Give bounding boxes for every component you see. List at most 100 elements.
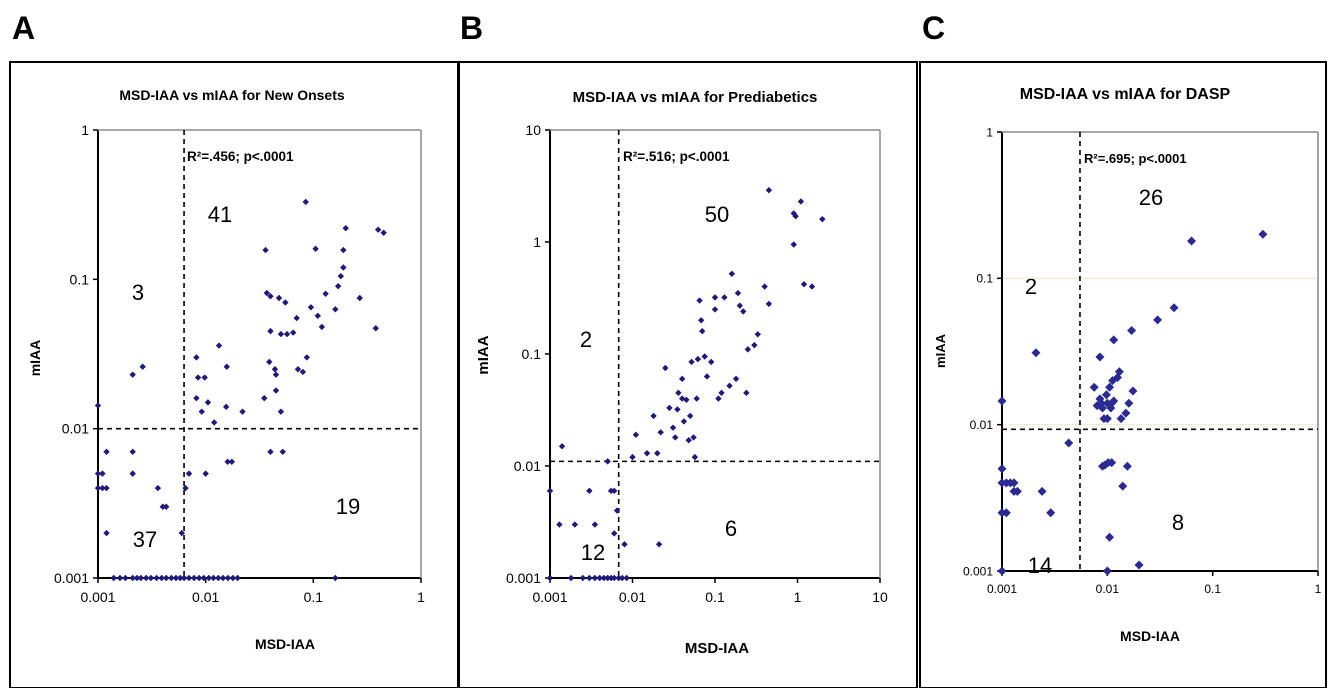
data-point bbox=[693, 395, 700, 402]
data-point bbox=[613, 507, 621, 514]
quadrant-count-lower-left: 14 bbox=[1028, 553, 1052, 578]
data-point bbox=[765, 300, 773, 308]
quadrant-count-upper-right: 41 bbox=[208, 202, 232, 227]
data-point bbox=[185, 470, 193, 477]
data-point bbox=[129, 371, 136, 378]
y-tick-label: 1 bbox=[533, 234, 541, 250]
data-point bbox=[743, 389, 750, 397]
x-tick-label: 0.1 bbox=[1204, 582, 1221, 596]
quadrant-count-lower-right: 8 bbox=[1172, 510, 1184, 535]
x-tick-label: 0.01 bbox=[619, 589, 646, 605]
data-point bbox=[643, 450, 651, 457]
data-point bbox=[215, 342, 223, 349]
y-tick-label: 0.1 bbox=[70, 271, 90, 287]
data-point bbox=[1046, 508, 1056, 518]
data-point bbox=[1095, 352, 1105, 362]
data-point bbox=[340, 264, 347, 271]
x-tick-label: 0.001 bbox=[532, 589, 567, 605]
data-point bbox=[800, 280, 808, 288]
data-point bbox=[204, 399, 212, 406]
data-point bbox=[567, 574, 575, 582]
data-point bbox=[1009, 478, 1019, 488]
data-point bbox=[579, 574, 587, 582]
data-point bbox=[277, 408, 285, 415]
data-point bbox=[266, 358, 273, 366]
data-point bbox=[1153, 315, 1163, 325]
x-tick-label: 0.01 bbox=[192, 589, 219, 605]
chart-panel-a: MSD-IAA vs mIAA for New Onsets MSD-IAA m… bbox=[27, 87, 425, 652]
data-point bbox=[604, 458, 611, 465]
data-point bbox=[1109, 335, 1119, 345]
data-point bbox=[586, 487, 593, 495]
data-point bbox=[728, 270, 736, 278]
data-point bbox=[1128, 386, 1138, 396]
y-tick-label: 0.1 bbox=[522, 346, 542, 362]
data-point bbox=[283, 330, 291, 338]
data-point bbox=[697, 317, 705, 324]
data-point bbox=[94, 470, 102, 477]
data-point bbox=[267, 448, 274, 455]
y-tick-label: 0.01 bbox=[62, 421, 89, 437]
data-point bbox=[103, 529, 110, 537]
data-point bbox=[195, 574, 203, 582]
data-point bbox=[332, 574, 339, 582]
data-point bbox=[600, 574, 608, 582]
data-point bbox=[159, 503, 167, 510]
data-point bbox=[282, 299, 289, 306]
y-axis-label: mIAA bbox=[475, 335, 492, 374]
data-point bbox=[202, 470, 209, 477]
x-tick-label: 0.001 bbox=[80, 589, 115, 605]
data-point bbox=[808, 283, 816, 290]
data-point bbox=[556, 521, 563, 528]
data-point bbox=[711, 306, 719, 313]
y-tick-label: 10 bbox=[525, 122, 541, 138]
data-point bbox=[703, 373, 711, 380]
data-point bbox=[1107, 458, 1117, 468]
y-tick-label: 0.001 bbox=[506, 570, 541, 586]
data-point bbox=[110, 574, 117, 582]
data-point bbox=[997, 566, 1007, 576]
data-point bbox=[103, 484, 110, 492]
data-point bbox=[224, 458, 231, 465]
data-point bbox=[201, 374, 208, 381]
data-point bbox=[751, 341, 758, 349]
data-point bbox=[558, 443, 566, 450]
x-axis-label: MSD-IAA bbox=[1120, 628, 1180, 644]
data-point bbox=[277, 330, 285, 338]
data-point bbox=[99, 484, 106, 492]
data-point bbox=[696, 297, 703, 304]
chart-title: MSD-IAA vs mIAA for Prediabetics bbox=[573, 89, 818, 106]
data-point bbox=[1105, 382, 1115, 392]
data-point bbox=[194, 374, 202, 381]
data-point bbox=[129, 470, 136, 477]
data-point bbox=[210, 574, 217, 582]
data-point bbox=[129, 574, 136, 582]
data-point bbox=[223, 363, 230, 370]
data-point bbox=[618, 574, 626, 582]
data-point bbox=[1187, 236, 1197, 246]
data-point bbox=[334, 282, 342, 290]
data-point bbox=[701, 353, 708, 360]
stat-annotation: R²=.516; p<.0001 bbox=[623, 149, 730, 164]
data-point bbox=[1134, 560, 1144, 570]
data-point bbox=[94, 402, 102, 409]
data-point bbox=[708, 358, 715, 366]
y-tick-label: 0.01 bbox=[514, 458, 541, 474]
data-point bbox=[657, 429, 664, 436]
data-point bbox=[279, 448, 286, 455]
data-point bbox=[694, 355, 702, 363]
panel-c-frame bbox=[919, 61, 1327, 688]
data-point bbox=[678, 375, 686, 383]
data-point bbox=[147, 574, 155, 582]
data-point bbox=[1124, 398, 1134, 408]
data-point bbox=[655, 541, 663, 548]
data-point bbox=[1102, 566, 1112, 576]
data-point bbox=[721, 294, 728, 301]
data-point bbox=[299, 368, 307, 376]
data-point bbox=[666, 404, 673, 412]
data-point bbox=[997, 396, 1007, 406]
chart-panel-c: MSD-IAA vs mIAA for DASP MSD-IAA mIAA R²… bbox=[933, 86, 1322, 644]
data-point bbox=[272, 371, 280, 378]
data-point bbox=[168, 574, 175, 582]
quadrant-count-upper-left: 3 bbox=[132, 280, 144, 305]
